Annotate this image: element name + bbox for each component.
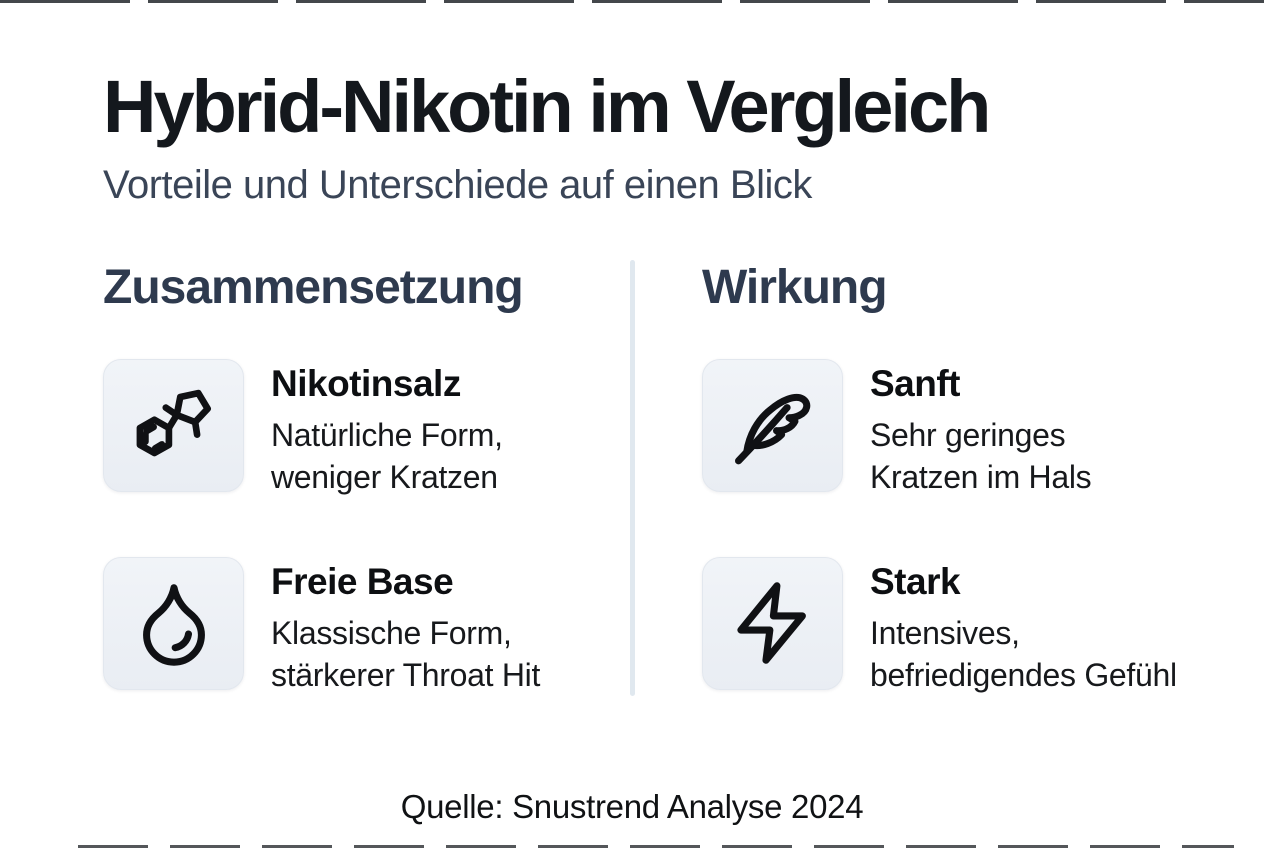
droplet-icon <box>142 584 205 666</box>
page-title: Hybrid-Nikotin im Vergleich <box>103 65 991 148</box>
item-title: Sanft <box>870 363 961 405</box>
comparison-columns: Zusammensetzung <box>103 260 1194 697</box>
column-title: Wirkung <box>702 261 888 315</box>
lightning-icon <box>736 582 806 664</box>
column-zusammensetzung: Zusammensetzung <box>103 260 630 696</box>
item-description: Klassische Form, stärkerer Throat Hit <box>271 614 541 693</box>
item-text: Sanft Sehr geringes Kratzen im Hals <box>870 359 1092 498</box>
icon-tile <box>103 556 244 690</box>
list-item-stark: Stark Intensives, befriedigendes Gefühl <box>702 556 1194 696</box>
item-description: Natürliche Form, weniger Kratzen <box>271 417 503 496</box>
item-description: Sehr geringes Kratzen im Hals <box>870 417 1092 496</box>
crop-artifact-bottom <box>78 845 1234 848</box>
list-item-sanft: Sanft Sehr geringes Kratzen im Hals <box>702 359 1194 498</box>
feather-icon <box>734 393 810 464</box>
item-title: Nikotinsalz <box>271 363 461 405</box>
crop-artifact-top <box>0 0 1264 3</box>
list-item-freie-base: Freie Base Klassische Form, stärkerer Th… <box>103 556 630 696</box>
item-title: Freie Base <box>271 560 454 602</box>
column-title: Zusammensetzung <box>103 261 524 315</box>
page-subtitle: Vorteile und Unterschiede auf einen Blic… <box>103 163 812 208</box>
item-text: Stark Intensives, befriedigendes Gefühl <box>870 557 1177 696</box>
item-description: Intensives, befriedigendes Gefühl <box>870 614 1177 693</box>
item-list: Sanft Sehr geringes Kratzen im Hals Star… <box>702 359 1194 696</box>
molecule-icon <box>136 389 211 456</box>
header: Hybrid-Nikotin im Vergleich Vorteile und… <box>103 64 1194 208</box>
column-divider <box>630 260 635 697</box>
item-text: Freie Base Klassische Form, stärkerer Th… <box>271 557 540 696</box>
item-text: Nikotinsalz Natürliche Form, weniger Kra… <box>271 359 503 498</box>
item-list: Nikotinsalz Natürliche Form, weniger Kra… <box>103 359 630 696</box>
item-title: Stark <box>870 560 961 602</box>
icon-tile <box>702 359 843 493</box>
column-wirkung: Wirkung Sanft Sehr geringes Kratzen im H… <box>635 260 1194 696</box>
content: Hybrid-Nikotin im Vergleich Vorteile und… <box>103 64 1194 697</box>
list-item-nikotinsalz: Nikotinsalz Natürliche Form, weniger Kra… <box>103 359 630 498</box>
source-caption: Quelle: Snustrend Analyse 2024 <box>400 788 864 825</box>
icon-tile <box>103 359 244 493</box>
icon-tile <box>702 556 843 690</box>
